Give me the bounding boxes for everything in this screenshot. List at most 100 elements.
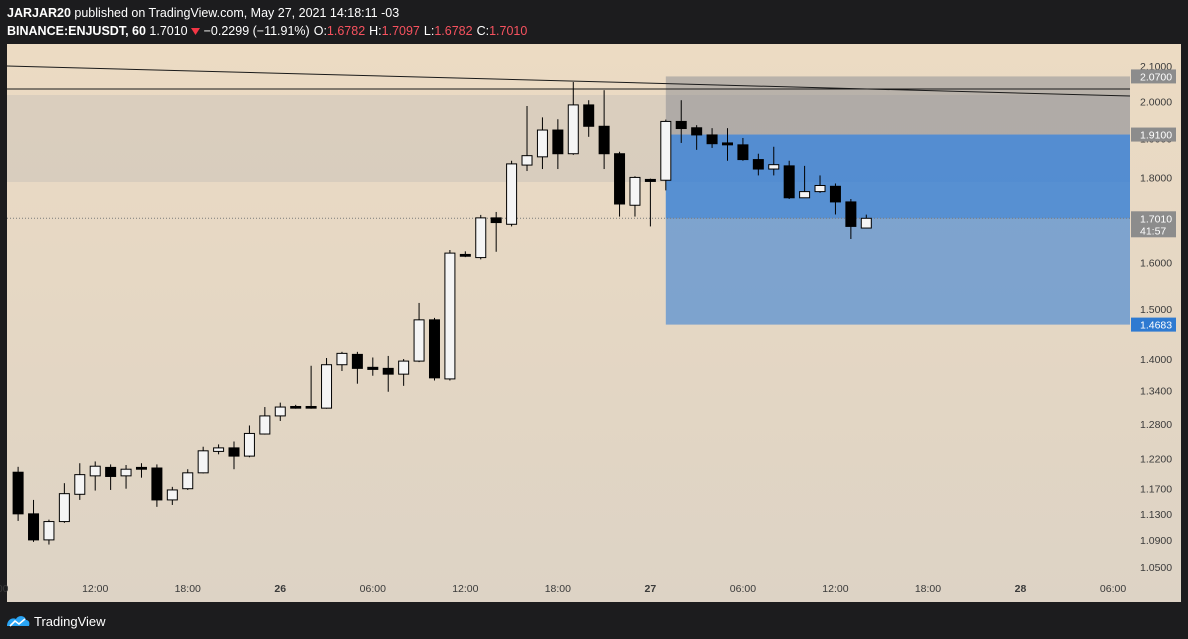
candle-body bbox=[629, 176, 641, 206]
candle-body bbox=[382, 367, 394, 375]
candle-body bbox=[721, 142, 733, 146]
candle-body bbox=[428, 319, 440, 379]
candle-body bbox=[829, 185, 841, 203]
candle-body bbox=[675, 120, 687, 130]
publisher: JARJAR20 bbox=[7, 6, 71, 20]
published: published on TradingView.com, May 27, 20… bbox=[74, 6, 400, 20]
candle-body bbox=[799, 191, 811, 199]
candle-body bbox=[74, 474, 86, 495]
y-tick-label: 1.0500 bbox=[1140, 562, 1172, 574]
candle-body bbox=[614, 153, 626, 205]
x-tick-label: 06:00 bbox=[1100, 583, 1126, 595]
candle-body bbox=[228, 447, 240, 457]
candle-body bbox=[737, 144, 749, 161]
y-tick-label: 1.5000 bbox=[1140, 304, 1172, 316]
y-tick-label: 1.4000 bbox=[1140, 354, 1172, 366]
y-tick-label: 1.2200 bbox=[1140, 453, 1172, 465]
x-tick-label: 12:00 bbox=[452, 583, 478, 595]
candle-body bbox=[752, 159, 764, 170]
candle-body bbox=[768, 164, 780, 170]
x-tick-label: 12:00 bbox=[82, 583, 108, 595]
candle-body bbox=[536, 129, 548, 158]
ohlc-key: O: bbox=[313, 24, 327, 38]
candle-body bbox=[691, 127, 703, 136]
stop-label: 2.0700 bbox=[1140, 71, 1172, 83]
candle-body bbox=[845, 201, 857, 227]
candle-body bbox=[567, 104, 579, 155]
candle-body bbox=[197, 450, 209, 474]
ohlc-key: L: bbox=[423, 24, 435, 38]
stop-label-box bbox=[1131, 69, 1176, 84]
candle-body bbox=[305, 405, 317, 409]
candle-body bbox=[552, 129, 564, 155]
candle-body bbox=[120, 468, 132, 477]
ohlc-value: 1.6782 bbox=[326, 24, 366, 38]
x-tick-label: 06:00 bbox=[730, 583, 756, 595]
candle-body bbox=[583, 104, 595, 127]
candle-body bbox=[274, 406, 286, 417]
entry-label: 1.9100 bbox=[1140, 130, 1172, 142]
candle-body bbox=[367, 366, 379, 370]
header-line-2: BINANCE:ENJUSDT, 60 1.7010 −0.2299 (−11.… bbox=[7, 22, 527, 40]
candle-body bbox=[814, 184, 826, 193]
candles bbox=[12, 82, 872, 545]
y-tick-label: 2.0000 bbox=[1140, 96, 1172, 108]
change: −0.2299 (−11.91%) bbox=[203, 24, 310, 38]
last: 1.7010 bbox=[149, 24, 188, 38]
header: JARJAR20 published on TradingView.com, M… bbox=[7, 4, 527, 40]
last-price-box bbox=[1131, 211, 1176, 238]
candle-body bbox=[706, 134, 718, 145]
ohlc-value: 1.6782 bbox=[434, 24, 473, 38]
x-tick-label: 18:00 bbox=[175, 583, 201, 595]
candle-body bbox=[783, 165, 795, 199]
candle-body bbox=[475, 217, 487, 259]
y-tick-label: 1.0900 bbox=[1140, 535, 1172, 547]
down-arrow bbox=[191, 28, 201, 35]
candle-body bbox=[151, 467, 163, 501]
x-tick-label: 00 bbox=[0, 583, 9, 595]
axes: 1.0500 1.0900 1.1300 1.1700 1.2200 1.2800 1.34… bbox=[0, 61, 1176, 595]
candle-body bbox=[243, 432, 255, 457]
symbol: BINANCE:ENJUSDT, 60 bbox=[7, 24, 146, 38]
candle-body bbox=[398, 360, 410, 375]
profit-zone bbox=[665, 134, 1130, 219]
candle-body bbox=[182, 472, 194, 490]
x-tick-label: 26 bbox=[274, 583, 286, 595]
logo bbox=[7, 616, 30, 627]
last-price-label: 1.7010 bbox=[1140, 213, 1172, 225]
candle-body bbox=[336, 352, 348, 366]
target-label: 1.4683 bbox=[1140, 320, 1172, 332]
candle-body bbox=[444, 252, 456, 380]
candle-body bbox=[644, 178, 656, 182]
y-tick-label: 1.1300 bbox=[1140, 509, 1172, 521]
y-tick-label: 1.1700 bbox=[1140, 484, 1172, 496]
candle-body bbox=[459, 253, 471, 257]
candle-body bbox=[598, 125, 610, 155]
header-line-1: JARJAR20 published on TradingView.com, M… bbox=[7, 4, 527, 22]
y-tick-label: 1.8000 bbox=[1140, 172, 1172, 184]
ohlc-key: H: bbox=[369, 24, 382, 38]
target-zone bbox=[665, 134, 1130, 325]
entry-label-box bbox=[1131, 127, 1176, 142]
candle-body bbox=[490, 217, 502, 224]
y-tick-label: 1.3400 bbox=[1140, 386, 1172, 398]
x-tick-label: 06:00 bbox=[360, 583, 386, 595]
ohlc-key: C: bbox=[476, 24, 490, 38]
y-tick-label: 1.2800 bbox=[1140, 419, 1172, 431]
candle-body bbox=[660, 120, 672, 181]
candle-body bbox=[12, 471, 24, 515]
countdown: 41:57 bbox=[1140, 225, 1166, 237]
candle-body bbox=[521, 155, 533, 166]
ohlc-value: 1.7097 bbox=[381, 24, 420, 38]
x-tick-label: 18:00 bbox=[545, 583, 571, 595]
target-label-box bbox=[1131, 317, 1176, 332]
candle-body bbox=[166, 489, 178, 501]
x-tick-label: 28 bbox=[1015, 583, 1027, 595]
candle-body bbox=[351, 353, 363, 369]
y-tick-label: 1.6000 bbox=[1140, 258, 1172, 270]
candle-body bbox=[506, 163, 518, 225]
x-tick-label: 12:00 bbox=[822, 583, 848, 595]
ohlc-value: 1.7010 bbox=[489, 24, 528, 38]
